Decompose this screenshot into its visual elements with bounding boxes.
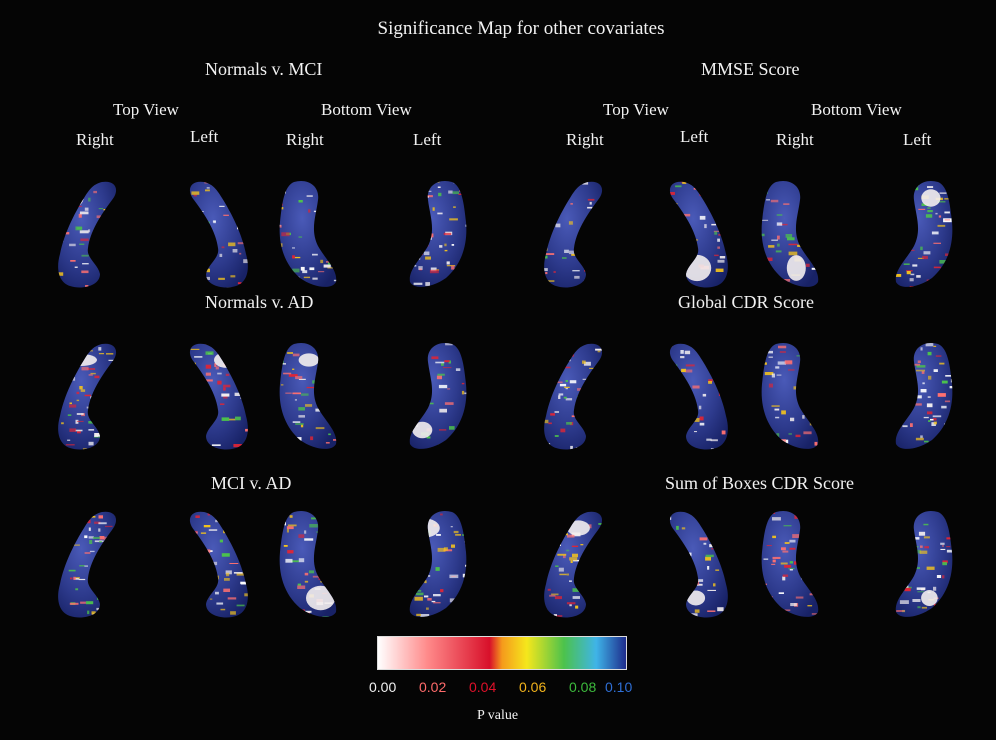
side-label-right: Right <box>76 130 114 149</box>
hippocampus-surface-render <box>669 511 728 618</box>
hippocampus-surface-render <box>895 180 953 287</box>
colorbar-tick-label: 0.04 <box>469 679 497 695</box>
hippocampus-surface-render <box>189 511 248 618</box>
hippocampus-surface-render <box>669 181 728 288</box>
hippocampus-surface-render <box>895 510 953 617</box>
colorbar-tick-label: 0.02 <box>419 679 447 695</box>
side-label-left: Left <box>680 127 709 146</box>
group-title-normals-v-ad: Normals v. AD <box>205 292 314 312</box>
side-label-left: Left <box>903 130 932 149</box>
side-label-right: Right <box>776 130 814 149</box>
hippocampus-surface-render <box>189 181 248 288</box>
side-label-right: Right <box>566 130 604 149</box>
group-title-normals-v-mci: Normals v. MCI <box>205 59 323 79</box>
top-view-header: Top View <box>603 100 669 119</box>
group-title-mci-v-ad: MCI v. AD <box>211 473 292 493</box>
hippocampus-surface-render <box>761 510 819 617</box>
hippocampus-surface-render <box>58 181 117 288</box>
hippocampus-surface-render <box>279 342 337 449</box>
p-value-colorbar <box>377 636 627 670</box>
hippocampus-surface-render <box>58 511 117 618</box>
colorbar-tick-label: 0.00 <box>369 679 397 695</box>
hippocampus-surface-render <box>409 342 467 449</box>
group-title-global-cdr-score: Global CDR Score <box>678 292 814 312</box>
top-view-header: Top View <box>113 100 179 119</box>
group-title-mmse-score: MMSE Score <box>701 59 800 79</box>
colorbar-label: P value <box>477 708 519 723</box>
hippocampus-surface-render <box>669 343 728 450</box>
hippocampus-surface-render <box>761 342 819 449</box>
hippocampus-surface-render <box>544 343 603 450</box>
hippocampus-surface-render <box>895 342 953 449</box>
hippocampus-surface-render <box>761 180 819 287</box>
figure-title: Significance Map for other covariates <box>377 18 665 39</box>
bottom-view-header: Bottom View <box>811 100 902 119</box>
group-title-sum-of-boxes-cdr-score: Sum of Boxes CDR Score <box>665 473 854 493</box>
side-label-left: Left <box>413 130 442 149</box>
side-label-right: Right <box>286 130 324 149</box>
hippocampus-surface-render <box>544 511 603 618</box>
colorbar-tick-label: 0.06 <box>519 679 547 695</box>
hippocampus-surface-render <box>279 180 337 287</box>
side-label-left: Left <box>190 127 219 146</box>
hippocampus-surface-render <box>409 180 467 287</box>
hippocampus-surface-render <box>279 510 337 617</box>
hippocampus-surface-render <box>409 510 467 617</box>
hippocampus-surface-render <box>58 343 117 450</box>
bottom-view-header: Bottom View <box>321 100 412 119</box>
hippocampus-surface-render <box>544 181 603 288</box>
colorbar-tick-label: 0.10 <box>605 679 633 695</box>
colorbar-tick-label: 0.08 <box>569 679 597 695</box>
hippocampus-surface-render <box>189 343 248 450</box>
